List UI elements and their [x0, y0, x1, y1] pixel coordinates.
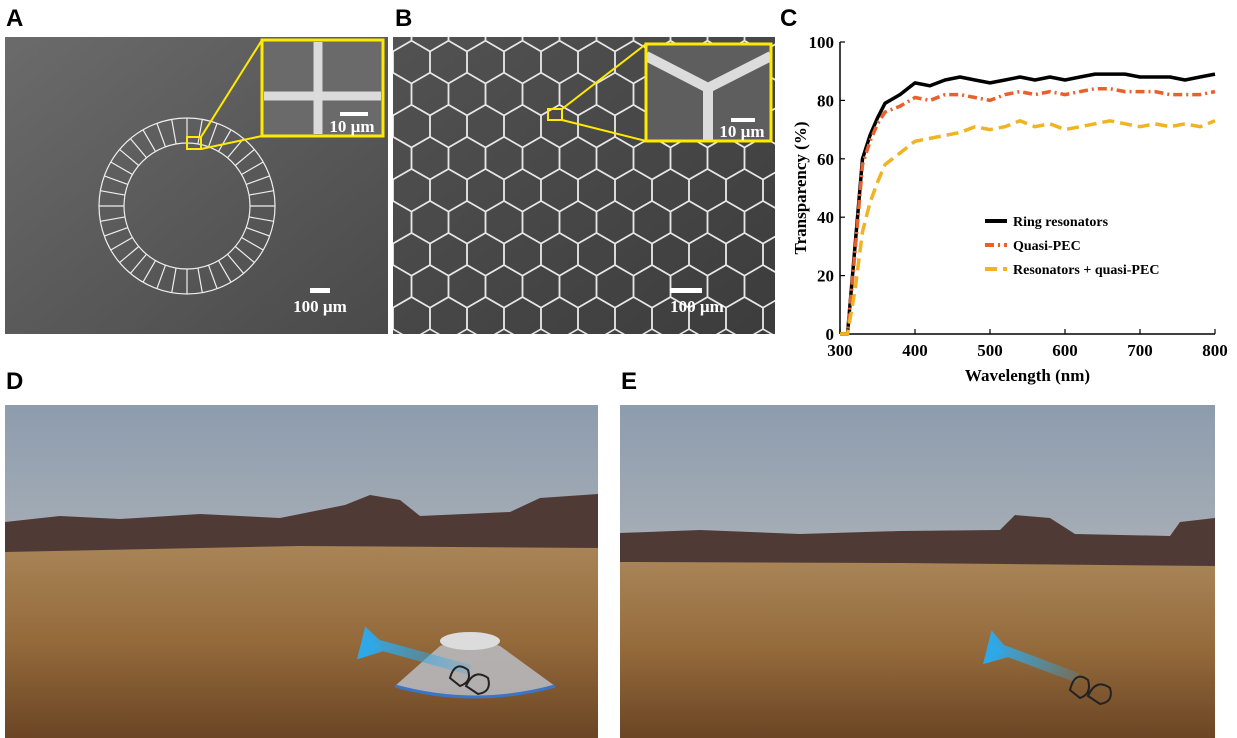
y-tick-label: 100: [809, 33, 835, 52]
y-axis-title: Transparency (%): [791, 121, 810, 254]
y-tick-label: 60: [817, 150, 834, 169]
figure: A 10 µm 100 µm B 10 µm 100 µm C 02040608…: [0, 0, 1237, 738]
series-line: [840, 74, 1215, 334]
hex-cell: [726, 0, 763, 19]
hex-cell: [652, 0, 689, 19]
panel-label: E: [621, 368, 637, 395]
x-tick-label: 700: [1127, 341, 1153, 360]
photo: [620, 405, 1215, 738]
hex-cell: [800, 0, 837, 19]
hex-cell: [782, 73, 819, 116]
scale-bar: [340, 112, 368, 116]
hex-cell: [689, 0, 726, 19]
hex-cell: [430, 0, 467, 19]
x-axis-title: Wavelength (nm): [965, 366, 1090, 385]
cloak-top: [440, 632, 500, 650]
hex-cell: [578, 0, 615, 19]
panel-label: D: [6, 368, 23, 395]
hex-cell: [541, 0, 578, 19]
grass: [5, 546, 598, 738]
x-tick-label: 500: [977, 341, 1003, 360]
panel-label: C: [780, 5, 797, 32]
x-tick-label: 600: [1052, 341, 1078, 360]
photo: [5, 405, 598, 738]
hex-cell: [782, 265, 819, 308]
x-tick-label: 300: [827, 341, 853, 360]
legend-label: Quasi-PEC: [1013, 239, 1081, 254]
y-tick-label: 20: [817, 267, 834, 286]
legend-label: Ring resonators: [1013, 215, 1109, 230]
x-tick-label: 800: [1202, 341, 1228, 360]
y-tick-label: 40: [817, 208, 834, 227]
legend-label: Resonators + quasi-PEC: [1013, 263, 1159, 278]
hex-cell: [467, 0, 504, 19]
y-tick-label: 80: [817, 91, 834, 110]
panel-label: A: [6, 5, 23, 32]
scale-bar: [670, 288, 702, 293]
hex-cell: [615, 0, 652, 19]
hex-cell: [504, 0, 541, 19]
panel-label: B: [395, 5, 412, 32]
hex-cell: [356, 0, 393, 19]
x-tick-label: 400: [902, 341, 928, 360]
scale-bar: [310, 288, 330, 293]
scale-label: 10 µm: [329, 117, 374, 136]
scale-label: 100 µm: [293, 297, 347, 316]
scale-label: 100 µm: [670, 297, 724, 316]
scale-label: 10 µm: [719, 122, 764, 141]
grass: [620, 562, 1215, 738]
